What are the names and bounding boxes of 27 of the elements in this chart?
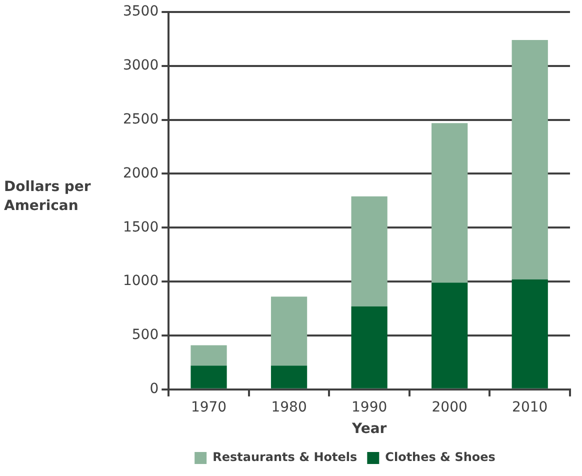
y-axis-title: Dollars per American [4,179,91,214]
bar [270,296,308,366]
bar [351,196,388,306]
y-tick-label: 3500 [122,4,159,20]
y-tick-label: 1500 [122,219,159,236]
bar [270,366,308,388]
y-tick-label: 2500 [122,111,159,128]
x-tick-label: 1990 [351,399,388,416]
bar [432,282,468,388]
bar [351,306,388,388]
bar [190,345,227,366]
y-tick-label: 2000 [122,165,159,182]
y-tick-label: 1000 [122,273,159,290]
x-tick-label: 2000 [432,399,468,416]
y-tick-label: 0 [150,381,159,398]
x-tick-label: 1980 [271,399,307,416]
legend-label: Restaurants & Hotels [212,450,358,464]
bar [512,279,548,388]
x-axis-title: Year [350,421,387,438]
legend-label: Clothes & Shoes [385,450,496,464]
x-tick-label: 1970 [190,399,227,416]
x-tick-label: 2010 [512,399,548,416]
y-tick-label: 500 [132,327,159,344]
bar [512,40,548,280]
bar [432,123,468,283]
bar [190,366,227,388]
y-tick-label: 3000 [122,58,159,74]
